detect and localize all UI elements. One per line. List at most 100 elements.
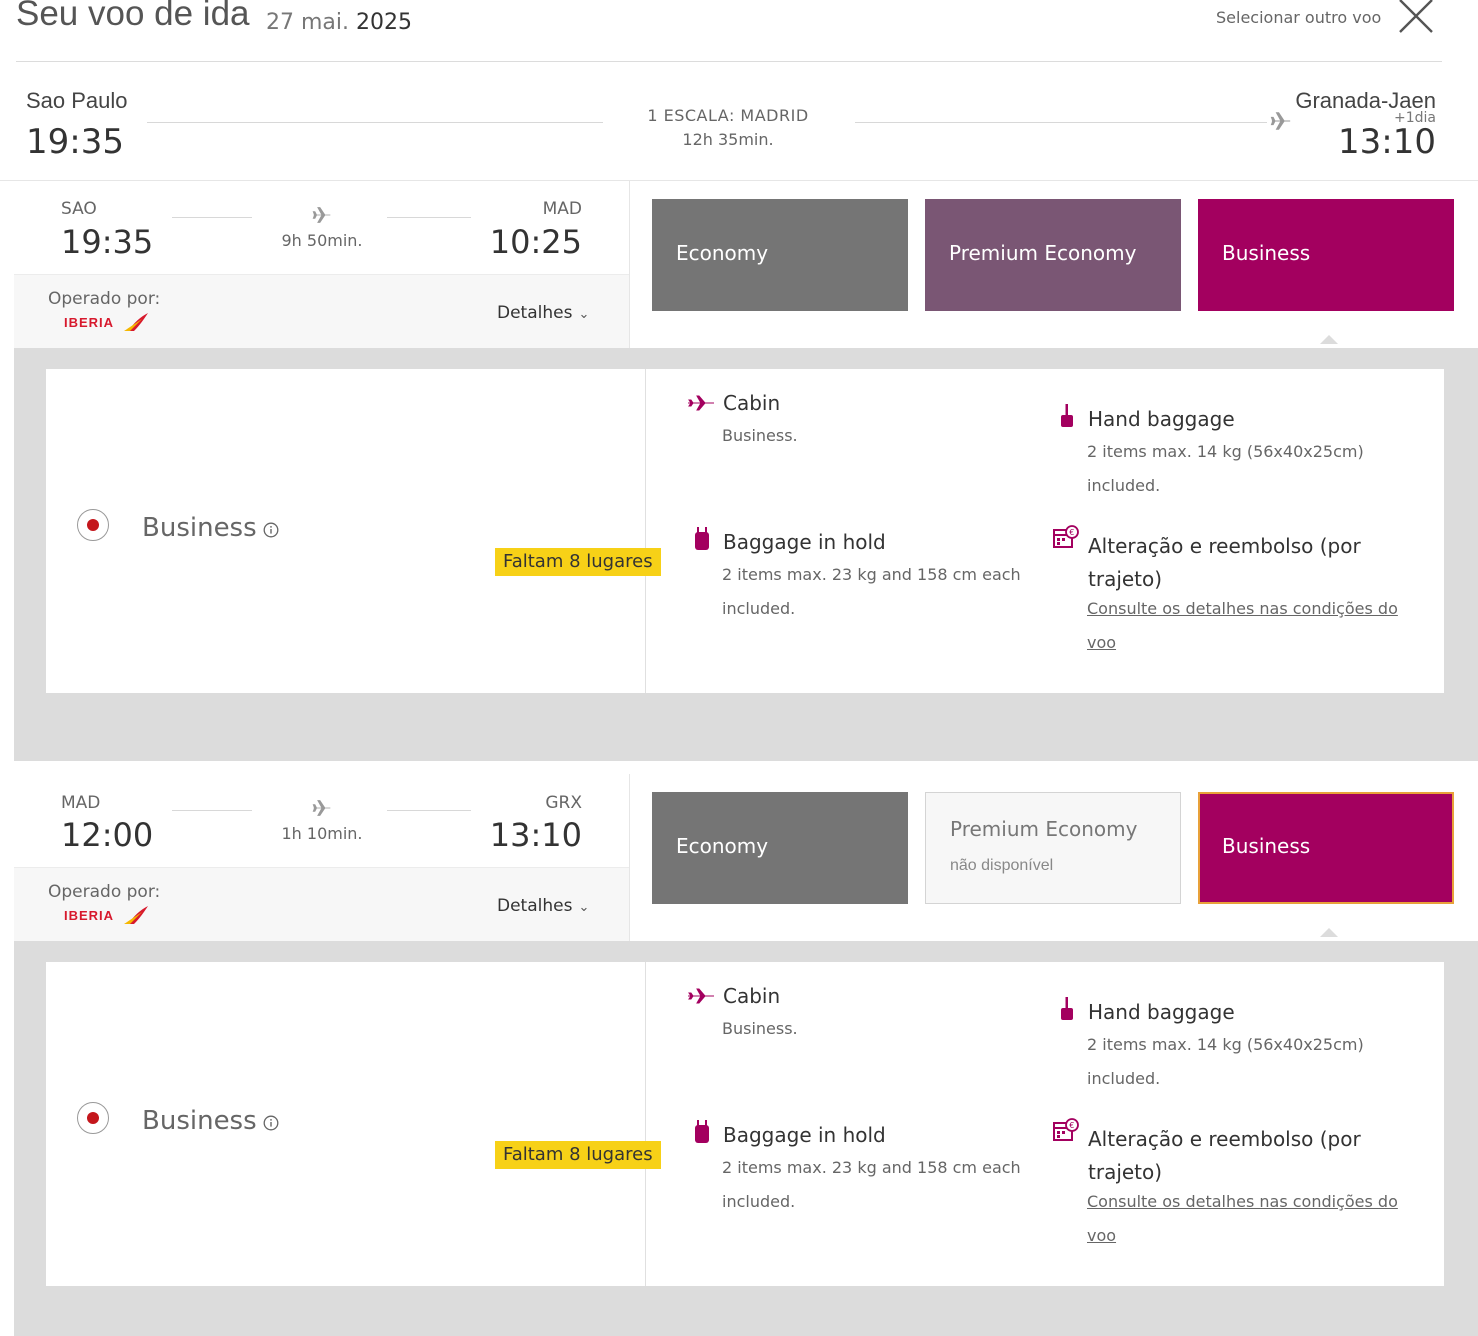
hold-baggage-text: 2 items max. 23 kg and 158 cm each inclu…: [722, 558, 1021, 626]
svg-text:€: €: [1069, 1121, 1074, 1130]
cabin-plane-icon: [688, 395, 714, 411]
class-business-tile[interactable]: Business: [1198, 792, 1454, 904]
cabin-title: Cabin: [723, 984, 781, 1008]
segment-from-code: SAO: [61, 199, 97, 219]
class-premium-economy-tile-unavailable: Premium Economy não disponível: [925, 792, 1181, 904]
segment-to-code: GRX: [545, 793, 582, 813]
origin-city: Sao Paulo: [26, 88, 128, 113]
close-icon[interactable]: [1396, 0, 1436, 36]
plane-icon: [312, 207, 331, 223]
hand-baggage-text-line: 2 items max. 14 kg (56x40x25cm): [1087, 1035, 1364, 1054]
segment-to-time: 13:10: [489, 816, 582, 854]
change-refund-title: Alteração e reembolso (por trajeto): [1088, 530, 1361, 596]
class-business-label: Business: [1222, 834, 1311, 858]
details-label: Detalhes: [497, 896, 573, 916]
conditions-link-line[interactable]: voo: [1087, 1226, 1117, 1245]
origin-time: 19:35: [26, 122, 124, 162]
info-icon[interactable]: [263, 1115, 279, 1131]
segment-line: [387, 810, 471, 811]
segment-duration: 9h 50min.: [281, 231, 363, 250]
chevron-down-icon: ⌄: [578, 900, 590, 915]
class-business-label: Business: [1222, 241, 1311, 265]
fare-name: Business: [142, 1106, 257, 1136]
conditions-link[interactable]: Consulte os detalhes nas condições do vo…: [1087, 592, 1398, 660]
class-premium-economy-tile[interactable]: Premium Economy: [925, 199, 1181, 311]
cabin-text: Business.: [722, 426, 798, 445]
destination-city: Granada-Jaen: [1295, 88, 1436, 113]
seats-left-badge: Faltam 8 lugares: [495, 1141, 661, 1169]
svg-text:€: €: [1069, 528, 1074, 537]
airline-name: IBERIA: [64, 315, 114, 330]
page-title: Seu voo de ida: [16, 0, 250, 33]
class-business-tile[interactable]: Business: [1198, 199, 1454, 311]
segment-summary: MAD 12:00 1h 10min. GRX 13:10 Operado po…: [14, 774, 630, 941]
hold-baggage-title: Baggage in hold: [723, 530, 886, 554]
info-icon[interactable]: [263, 522, 279, 538]
conditions-link[interactable]: Consulte os detalhes nas condições do vo…: [1087, 1185, 1398, 1253]
header-divider: [16, 61, 1442, 62]
hand-baggage-title: Hand baggage: [1088, 407, 1235, 431]
fare-option: Business Faltam 8 lugares: [46, 369, 661, 693]
segment-to-code: MAD: [542, 199, 582, 219]
change-refund-title-line: trajeto): [1088, 1160, 1163, 1184]
hand-baggage-text-line: 2 items max. 14 kg (56x40x25cm): [1087, 442, 1364, 461]
destination-time: 13:10: [1338, 122, 1436, 162]
chevron-down-icon: ⌄: [578, 307, 590, 322]
change-refund-title-line: Alteração e reembolso (por: [1088, 1127, 1361, 1151]
cabin-plane-icon: [688, 988, 714, 1004]
segment-line: [172, 217, 252, 218]
hand-baggage-text-line: included.: [1087, 1069, 1161, 1088]
calendar-refund-icon: €: [1053, 525, 1079, 548]
iberia-logo: IBERIA: [64, 313, 148, 331]
details-toggle[interactable]: Detalhes ⌄: [497, 896, 589, 916]
hold-baggage-text-line: included.: [722, 1192, 796, 1211]
class-economy-label: Economy: [676, 834, 769, 858]
change-refund-title: Alteração e reembolso (por trajeto): [1088, 1123, 1361, 1189]
route-line: [147, 122, 603, 123]
segment-line: [387, 217, 471, 218]
conditions-link-line[interactable]: Consulte os detalhes nas condições do: [1087, 599, 1398, 618]
hand-baggage-text: 2 items max. 14 kg (56x40x25cm) included…: [1087, 435, 1364, 503]
select-other-flight-link[interactable]: Selecionar outro voo: [1216, 8, 1382, 27]
class-economy-tile[interactable]: Economy: [652, 792, 908, 904]
details-toggle[interactable]: Detalhes ⌄: [497, 303, 589, 323]
fare-radio-selected[interactable]: [77, 1102, 109, 1134]
segment-summary: SAO 19:35 9h 50min. MAD 10:25 Operado po…: [14, 181, 630, 348]
route-duration: 12h 35min.: [682, 130, 774, 149]
plus-day-badge: +1dia: [1394, 110, 1436, 126]
operated-by-label: Operado por:: [48, 289, 161, 309]
class-premium-economy-label: Premium Economy: [950, 817, 1138, 841]
segment-from-time: 12:00: [61, 816, 154, 854]
change-refund-title-line: Alteração e reembolso (por: [1088, 534, 1361, 558]
details-label: Detalhes: [497, 303, 573, 323]
selected-class-caret: [1320, 335, 1338, 344]
segment-from-code: MAD: [61, 793, 101, 813]
operator-bar: Operado por: IBERIA Detalhes ⌄: [14, 867, 629, 941]
cabin-text: Business.: [722, 1019, 798, 1038]
fare-name: Business: [142, 513, 257, 543]
hand-baggage-text: 2 items max. 14 kg (56x40x25cm) included…: [1087, 1028, 1364, 1096]
segment-from-time: 19:35: [61, 223, 154, 261]
flight-date: 27 mai. 2025: [266, 10, 412, 35]
hold-baggage-text-line: 2 items max. 23 kg and 158 cm each: [722, 1158, 1021, 1177]
route-stops: 1 ESCALA: MADRID: [647, 106, 809, 125]
hand-baggage-icon: [1061, 404, 1073, 427]
change-refund-title-line: trajeto): [1088, 567, 1163, 591]
segment-line: [172, 810, 252, 811]
class-economy-tile[interactable]: Economy: [652, 199, 908, 311]
hand-baggage-icon: [1061, 997, 1073, 1020]
hold-baggage-text-line: included.: [722, 599, 796, 618]
conditions-link-line[interactable]: voo: [1087, 633, 1117, 652]
segment-to-time: 10:25: [489, 223, 582, 261]
fare-panel: Business Faltam 8 lugares Cabin Business…: [14, 348, 1478, 761]
cabin-title: Cabin: [723, 391, 781, 415]
plane-icon: [1270, 112, 1291, 130]
hold-baggage-icon: [695, 1120, 709, 1143]
flight-date-day: 27 mai.: [266, 10, 350, 35]
fare-radio-selected[interactable]: [77, 509, 109, 541]
hold-baggage-text-line: 2 items max. 23 kg and 158 cm each: [722, 565, 1021, 584]
operator-bar: Operado por: IBERIA Detalhes ⌄: [14, 274, 629, 348]
route-divider: [0, 180, 1478, 181]
hold-baggage-text: 2 items max. 23 kg and 158 cm each inclu…: [722, 1151, 1021, 1219]
conditions-link-line[interactable]: Consulte os detalhes nas condições do: [1087, 1192, 1398, 1211]
